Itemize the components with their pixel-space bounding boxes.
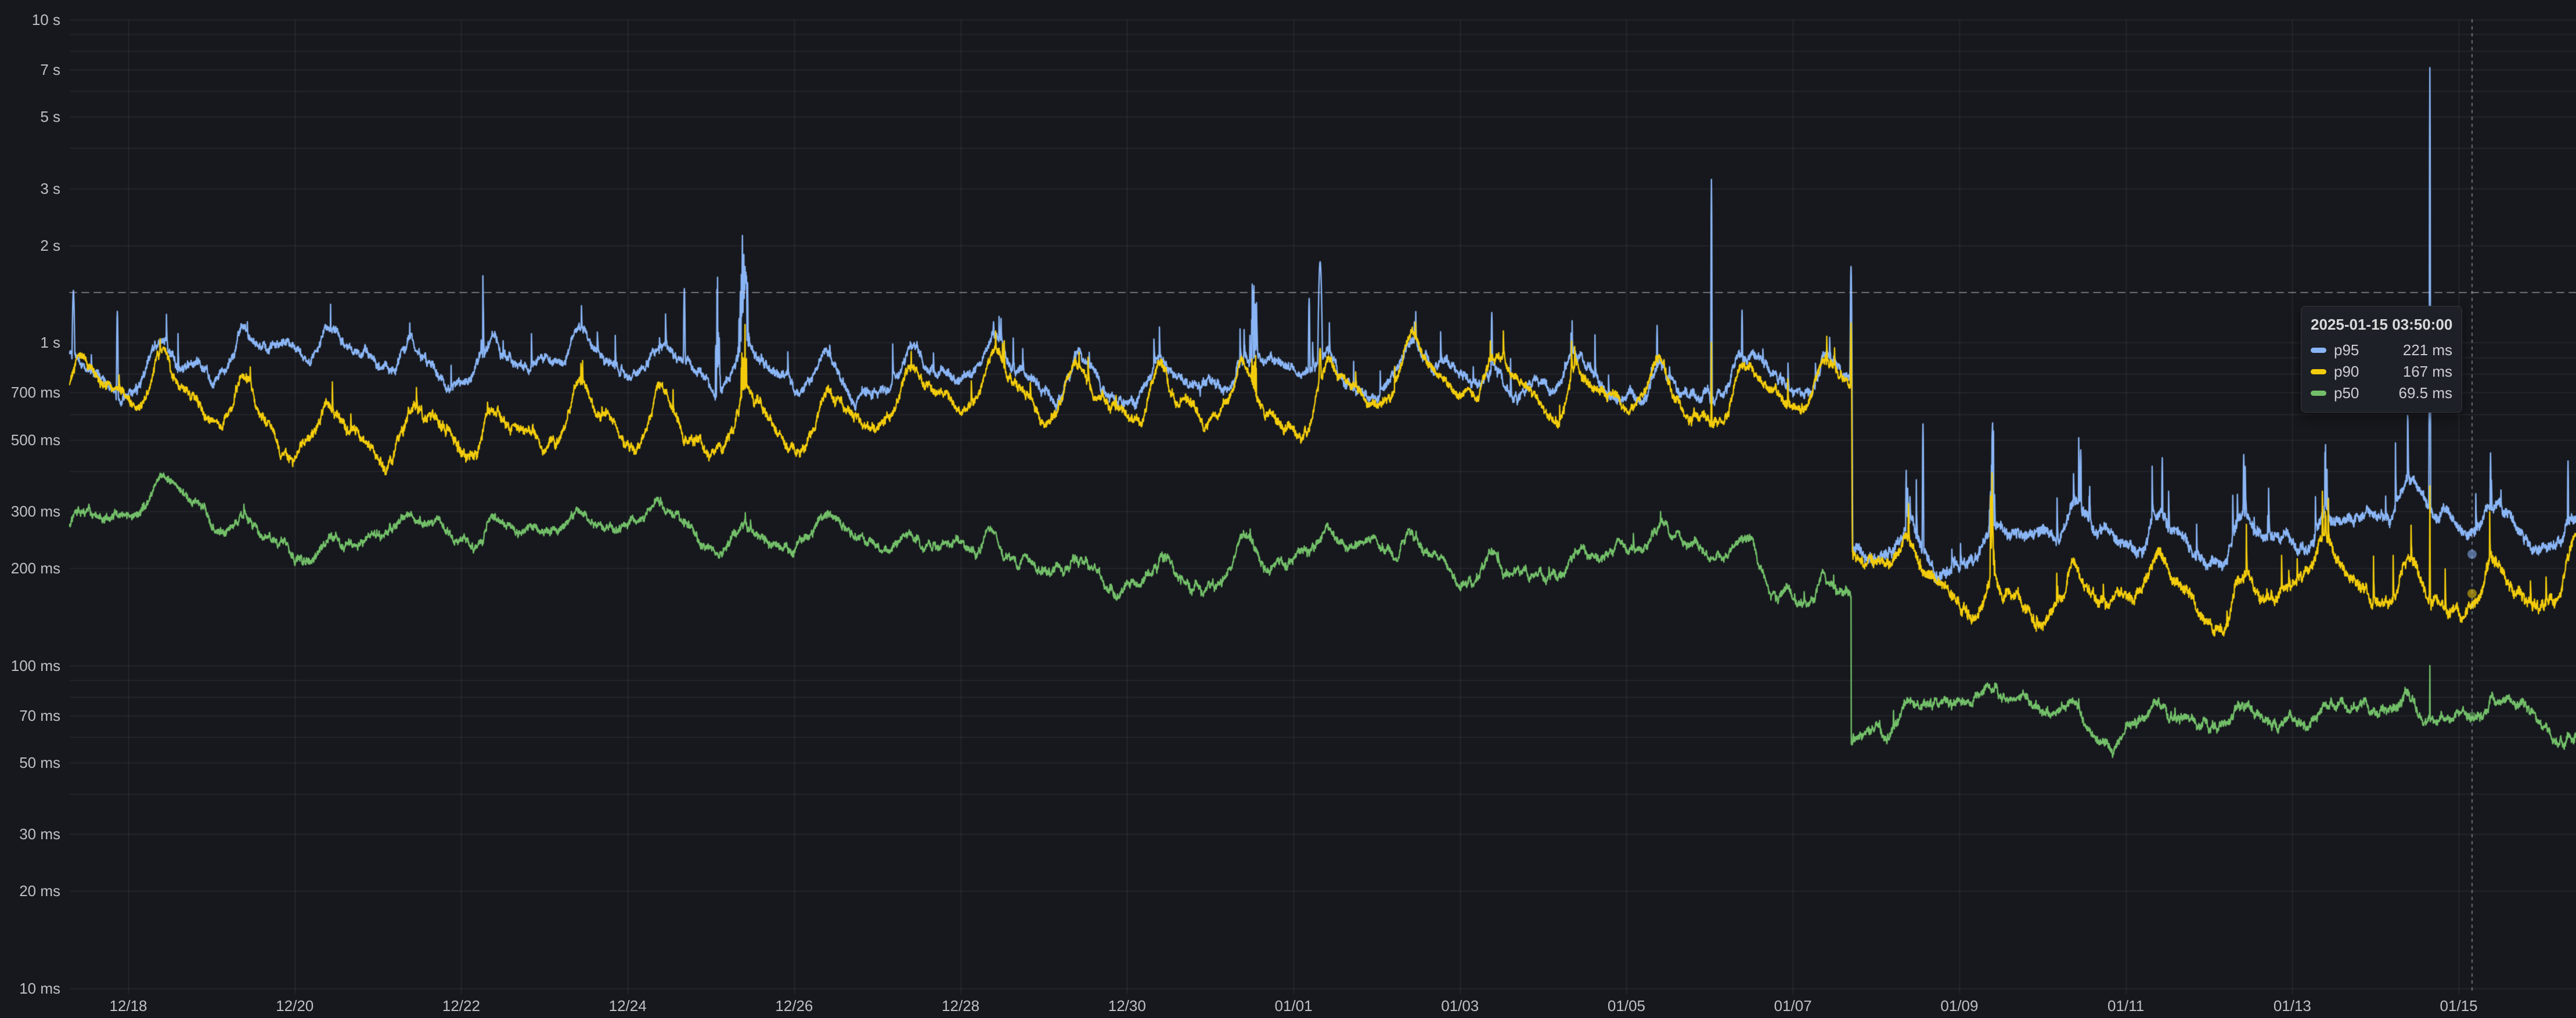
y-axis-tick-label: 700 ms (10, 384, 60, 402)
x-axis-tick-label: 12/22 (442, 997, 480, 1015)
y-axis-tick-label: 3 s (40, 179, 60, 197)
y-axis-tick-label: 300 ms (10, 503, 60, 521)
tooltip-row-p95: p95 221 ms (2311, 340, 2452, 361)
x-axis-tick-label: 01/13 (2273, 997, 2311, 1015)
x-axis-tick-label: 01/07 (1774, 997, 1812, 1015)
series-value: 221 ms (2402, 341, 2452, 359)
y-axis-tick-label: 500 ms (10, 431, 60, 449)
y-axis-tick-label: 100 ms (10, 656, 60, 674)
x-axis-tick-label: 01/03 (1441, 997, 1479, 1015)
x-axis-tick-label: 12/20 (276, 997, 314, 1015)
series-label: p50 (2334, 384, 2359, 402)
series-color-swatch (2311, 391, 2326, 396)
y-axis-tick-label: 70 ms (19, 706, 60, 724)
x-axis-tick-label: 01/09 (1940, 997, 1979, 1015)
x-axis-tick-label: 12/18 (109, 997, 147, 1015)
chart-tooltip: 2025-01-15 03:50:00 p95 221 ms p90 167 ms p5… (2301, 306, 2462, 413)
series-color-swatch (2311, 348, 2326, 353)
x-axis-tick-label: 12/24 (608, 997, 647, 1015)
x-axis-tick-label: 01/11 (2107, 997, 2145, 1015)
y-axis-tick-label: 10 s (31, 11, 60, 28)
y-axis-tick-label: 50 ms (19, 754, 60, 772)
y-axis-tick-label: 7 s (40, 61, 60, 79)
x-axis-tick-label: 01/15 (2440, 997, 2478, 1015)
y-axis-tick-label: 2 s (40, 236, 60, 254)
series-label: p90 (2334, 363, 2359, 380)
series-label: p95 (2334, 341, 2359, 359)
series-value: 69.5 ms (2398, 384, 2453, 402)
y-axis-tick-label: 5 s (40, 108, 60, 126)
tooltip-row-p50: p50 69.5 ms (2311, 382, 2452, 404)
x-axis-tick-label: 12/28 (942, 997, 980, 1015)
x-axis-tick-label: 01/01 (1274, 997, 1313, 1015)
x-axis-tick-label: 01/05 (1607, 997, 1645, 1015)
x-axis-tick-label: 12/30 (1108, 997, 1146, 1015)
x-axis-tick-label: 12/26 (775, 997, 813, 1015)
y-axis-tick-label: 200 ms (10, 559, 60, 577)
y-axis-tick-label: 20 ms (19, 882, 60, 900)
series-value: 167 ms (2402, 363, 2452, 380)
series-color-swatch (2311, 369, 2326, 374)
tooltip-series-rows: p95 221 ms p90 167 ms p50 69.5 ms (2311, 340, 2452, 404)
tooltip-row-p90: p90 167 ms (2311, 361, 2452, 382)
y-axis-tick-label: 30 ms (19, 825, 60, 843)
y-axis-tick-label: 1 s (40, 334, 60, 352)
y-axis-tick-label: 10 ms (19, 979, 60, 997)
tooltip-timestamp: 2025-01-15 03:50:00 (2311, 316, 2453, 333)
